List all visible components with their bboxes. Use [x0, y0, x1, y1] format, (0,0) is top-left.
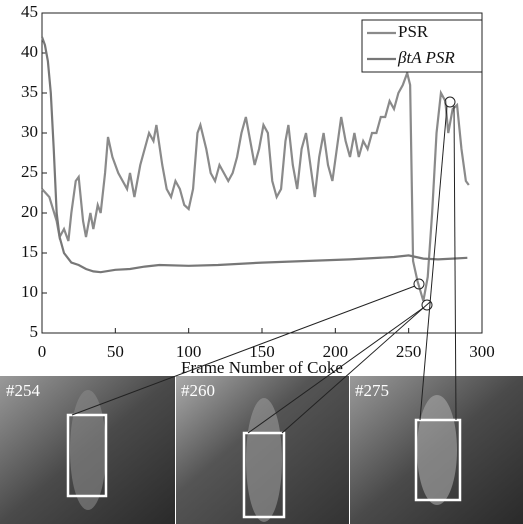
y-tick-label: 35: [21, 82, 38, 101]
legend: PSR βtA PSR: [361, 19, 483, 73]
leaf: [417, 395, 457, 505]
legend-box: [361, 19, 483, 73]
x-tick-label: 250: [396, 342, 422, 361]
y-tick-label: 15: [21, 242, 38, 261]
frame-label: #275: [355, 381, 389, 400]
y-tick-label: 10: [21, 282, 38, 301]
tracking-box: [414, 418, 462, 502]
y-tick-label: 20: [21, 202, 38, 221]
legend-label: βtA PSR: [397, 48, 455, 67]
x-tick-label: 0: [38, 342, 47, 361]
x-tick-label: 150: [249, 342, 275, 361]
leaf: [70, 390, 106, 510]
leaf: [246, 398, 282, 522]
y-tick-label: 5: [30, 322, 39, 341]
x-tick-label: 200: [323, 342, 349, 361]
photo-panels: #254 #260 #275: [0, 376, 523, 524]
series-line: [41, 69, 470, 302]
callout-line: [281, 301, 431, 434]
tracking-box: [66, 413, 108, 498]
callout-circle: [421, 299, 433, 311]
callout-line: [71, 285, 416, 416]
y-tick-label: 25: [21, 162, 38, 181]
tracking-box: [242, 431, 286, 519]
callout-circle: [444, 96, 456, 108]
y-tick-label: 45: [21, 2, 38, 21]
y-tick-label: 40: [21, 42, 38, 61]
callout-line: [419, 105, 448, 421]
x-tick-label: 100: [176, 342, 202, 361]
callout-line: [247, 307, 424, 434]
x-tick-label: 300: [469, 342, 495, 361]
x-axis-label: Frame Number of Coke: [181, 358, 343, 377]
x-tick-label: 50: [107, 342, 124, 361]
series-line: [40, 36, 468, 274]
callout-circle: [413, 278, 425, 290]
frame-label: #254: [6, 381, 41, 400]
callouts: [71, 96, 457, 434]
plot: 0 50 100 150 200 250 300 5 10 15 20 25 30 35 40 45 PSR βt…: [21, 2, 495, 361]
legend-label: PSR: [398, 22, 429, 41]
y-tick-label: 30: [21, 122, 38, 141]
callout-line: [453, 105, 457, 421]
frame-label: #260: [181, 381, 215, 400]
